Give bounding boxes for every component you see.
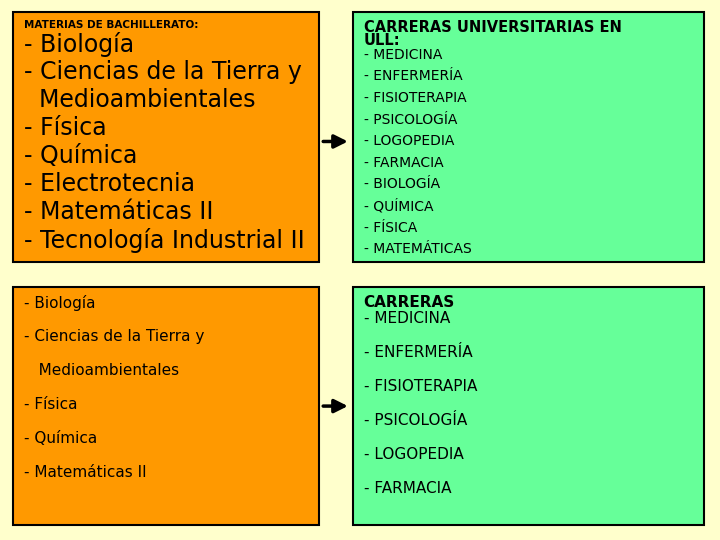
Text: - Biología: - Biología (24, 32, 134, 57)
Text: CARRERAS UNIVERSITARIAS EN: CARRERAS UNIVERSITARIAS EN (364, 20, 621, 35)
Text: - ENFERMERÍA: - ENFERMERÍA (364, 70, 462, 84)
Text: Medioambientales: Medioambientales (24, 88, 256, 112)
Text: - Física: - Física (24, 397, 77, 413)
Text: MATERIAS DE BACHILLERATO:: MATERIAS DE BACHILLERATO: (24, 20, 198, 30)
Text: - FISIOTERAPIA: - FISIOTERAPIA (364, 379, 477, 394)
Text: - MATEMÁTICAS: - MATEMÁTICAS (364, 242, 472, 256)
FancyBboxPatch shape (13, 12, 319, 262)
FancyBboxPatch shape (13, 287, 319, 525)
Text: - Matemáticas II: - Matemáticas II (24, 200, 213, 224)
Text: - Biología: - Biología (24, 295, 95, 312)
Text: - Física: - Física (24, 116, 107, 140)
Text: - QUÍMICA: - QUÍMICA (364, 199, 433, 214)
Text: - Química: - Química (24, 431, 97, 447)
Text: - PSICOLOGÍA: - PSICOLOGÍA (364, 113, 457, 127)
Text: - Electrotecnia: - Electrotecnia (24, 172, 194, 196)
FancyBboxPatch shape (353, 287, 704, 525)
Text: ULL:: ULL: (364, 32, 400, 48)
Text: - Ciencias de la Tierra y: - Ciencias de la Tierra y (24, 60, 302, 84)
Text: - MEDICINA: - MEDICINA (364, 311, 450, 326)
FancyBboxPatch shape (353, 12, 704, 262)
Text: - FARMACIA: - FARMACIA (364, 156, 444, 170)
Text: CARRERAS: CARRERAS (364, 295, 455, 310)
Text: - Química: - Química (24, 144, 137, 168)
Text: - PSICOLOGÍA: - PSICOLOGÍA (364, 413, 467, 428)
Text: - BIOLOGÍA: - BIOLOGÍA (364, 178, 440, 192)
Text: - ENFERMERÍA: - ENFERMERÍA (364, 345, 472, 360)
Text: Medioambientales: Medioambientales (24, 363, 179, 379)
Text: - Tecnología Industrial II: - Tecnología Industrial II (24, 228, 305, 253)
Text: - FISIOTERAPIA: - FISIOTERAPIA (364, 91, 467, 105)
Text: - FÍSICA: - FÍSICA (364, 221, 417, 235)
Text: - LOGOPEDIA: - LOGOPEDIA (364, 447, 464, 462)
Text: - LOGOPEDIA: - LOGOPEDIA (364, 134, 454, 149)
Text: - Matemáticas II: - Matemáticas II (24, 465, 146, 481)
Text: - MEDICINA: - MEDICINA (364, 48, 442, 62)
Text: - FARMACIA: - FARMACIA (364, 481, 451, 496)
Text: - Ciencias de la Tierra y: - Ciencias de la Tierra y (24, 329, 204, 345)
